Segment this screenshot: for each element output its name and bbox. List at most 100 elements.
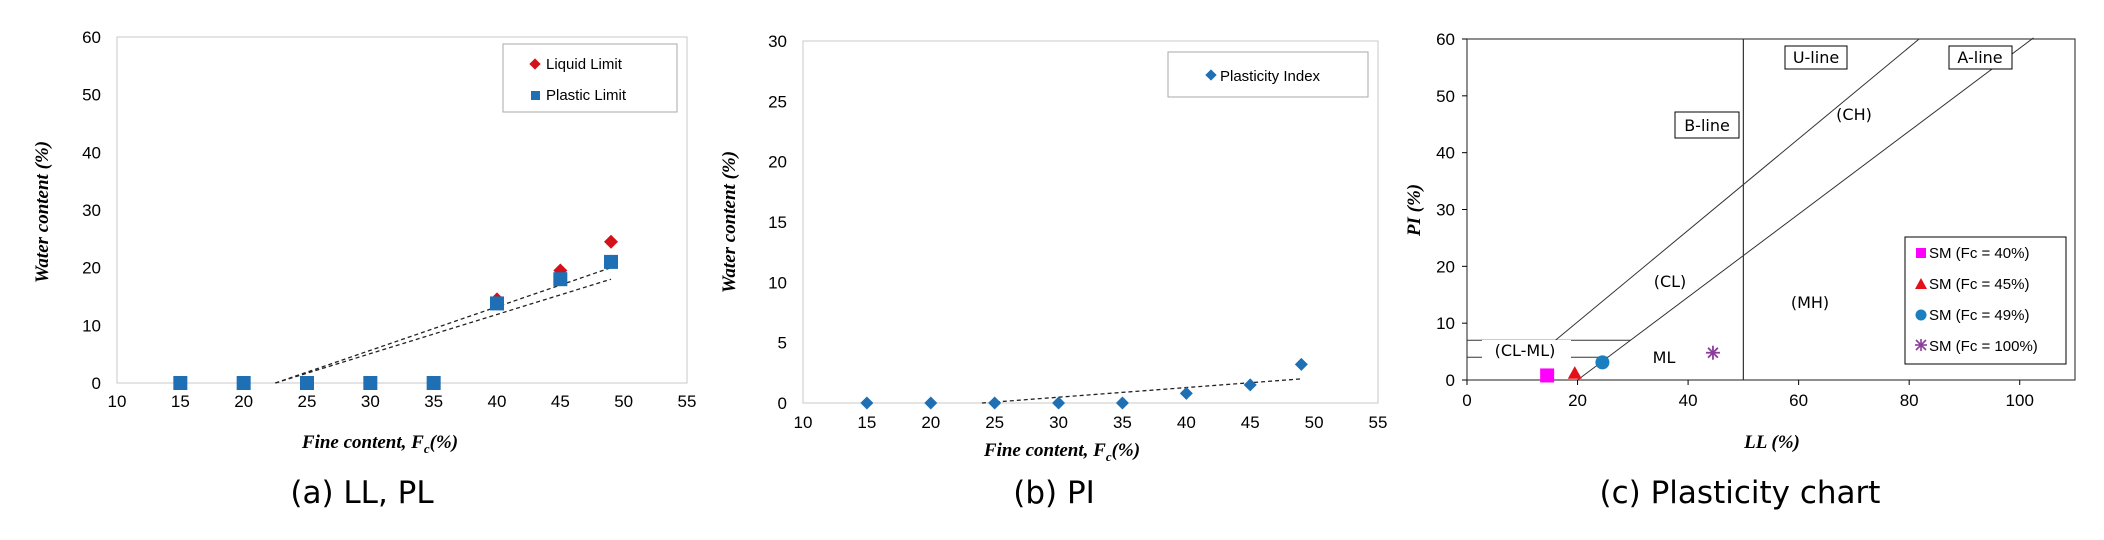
chart-a-x-axis-title: Fine content, Fc(%) <box>301 432 458 456</box>
chart-b-x-axis-title-sub: c <box>1106 449 1112 464</box>
chart-c-y-tick-label: 50 <box>1436 87 1455 106</box>
fc45-legend-marker <box>1915 278 1927 289</box>
chart-c-x-tick-label: 60 <box>1789 391 1808 410</box>
liquid-limit-point <box>604 234 618 249</box>
region-mh-label: (MH) <box>1791 293 1829 312</box>
chart-b: 0 5 10 15 20 25 30 10 15 20 25 30 35 40 45 50 55 Plasti… <box>719 32 1387 511</box>
fc49-point <box>1595 355 1610 370</box>
chart-a-x-tick-label: 25 <box>298 392 317 411</box>
chart-a-y-tick-label: 20 <box>82 259 101 278</box>
chart-b-y-tick-label: 0 <box>778 394 787 413</box>
chart-c-x-tick-label: 80 <box>1900 391 1919 410</box>
chart-a-x-tick-label: 30 <box>361 392 380 411</box>
svg-text:A-line: A-line <box>1957 48 2002 67</box>
a-line <box>1577 37 2034 381</box>
chart-b-y-tick-label: 25 <box>768 92 787 111</box>
plasticity-index-point <box>1052 396 1066 410</box>
chart-b-x-axis-title: Fine content, Fc(%) <box>983 440 1140 464</box>
fc45-legend-label: SM (Fc = 45%) <box>1929 276 2029 293</box>
fc40-legend-marker <box>1916 248 1926 258</box>
chart-a-x-tick-label: 45 <box>551 392 570 411</box>
fc45-point <box>1567 366 1582 379</box>
plastic-limit-point <box>300 376 314 390</box>
region-ml-label: ML <box>1653 348 1676 367</box>
plastic-limit-point <box>553 272 568 287</box>
chart-c-y-tick-label: 60 <box>1436 30 1455 49</box>
chart-c-y-tick-label: 30 <box>1436 201 1455 220</box>
chart-a-x-tick-label: 20 <box>234 392 253 411</box>
fc100-legend-marker <box>1915 339 1927 351</box>
plasticity-index-point <box>924 396 938 410</box>
plastic-limit-point <box>236 376 251 390</box>
chart-c-y-axis-title: PI (%) <box>1404 184 1425 237</box>
chart-c-x-tick-label: 100 <box>2006 391 2034 410</box>
chart-b-x-tick-label: 10 <box>794 413 813 432</box>
chart-c-x-tick-label: 40 <box>1679 391 1698 410</box>
plastic-limit-point <box>604 254 618 269</box>
a-line-label: A-line <box>1948 45 2013 70</box>
plasticity-index-point <box>1179 386 1193 400</box>
plastic-limit-point <box>490 296 504 311</box>
chart-a-legend: Liquid Limit Plastic Limit <box>502 43 678 113</box>
svg-text:B-line: B-line <box>1684 116 1730 135</box>
plasticity-index-point <box>1243 378 1257 392</box>
svg-text:U-line: U-line <box>1793 48 1839 67</box>
plasticity-index-point <box>860 396 874 410</box>
chart-a-x-axis-title-main: Fine content, F <box>301 432 424 453</box>
chart-a-y-tick-label: 50 <box>82 86 101 105</box>
chart-c-y-tick-label: 0 <box>1446 371 1455 390</box>
chart-c: 0 10 20 30 40 50 60 0 20 40 60 80 100 U-line A-line… <box>1404 30 2076 511</box>
chart-b-y-tick-label: 10 <box>768 273 787 292</box>
chart-b-x-tick-label: 25 <box>985 413 1004 432</box>
plastic-limit-point <box>173 376 188 390</box>
chart-b-x-tick-label: 35 <box>1113 413 1132 432</box>
chart-b-y-axis-title: Water content (%) <box>719 151 740 293</box>
plasticity-index-point <box>988 396 1002 410</box>
chart-b-x-tick-label: 40 <box>1177 413 1196 432</box>
fc49-legend-marker <box>1915 309 1927 321</box>
chart-c-caption: (c) Plasticity chart <box>1600 475 1881 511</box>
chart-a-x-tick-label: 35 <box>424 392 443 411</box>
chart-c-y-tick-label: 40 <box>1436 144 1455 163</box>
chart-b-y-tick-label: 30 <box>768 32 787 51</box>
chart-a-x-axis-title-sub: c <box>424 441 430 456</box>
chart-c-legend: SM (Fc = 40%) SM (Fc = 45%) SM (Fc = 49%… <box>1904 236 2067 365</box>
chart-b-x-tick-label: 30 <box>1049 413 1068 432</box>
chart-a-y-tick-label: 30 <box>82 201 101 220</box>
chart-b-plot-area <box>802 40 1379 404</box>
chart-b-x-tick-label: 45 <box>1241 413 1260 432</box>
chart-a-y-tick-label: 10 <box>82 316 101 335</box>
chart-a-x-tick-label: 55 <box>678 392 697 411</box>
chart-a-x-tick-label: 10 <box>108 392 127 411</box>
u-line-label: U-line <box>1784 45 1848 70</box>
fc49-legend-label: SM (Fc = 49%) <box>1929 307 2029 324</box>
chart-a-trendline <box>275 278 612 384</box>
region-cl-label: (CL) <box>1654 272 1687 291</box>
chart-b-y-tick-label: 20 <box>768 153 787 172</box>
chart-c-x-tick-label: 20 <box>1568 391 1587 410</box>
plasticity-index-point <box>1115 396 1129 410</box>
chart-a-x-tick-label: 50 <box>614 392 633 411</box>
fc100-point <box>1705 345 1720 360</box>
chart-a-y-tick-label: 40 <box>82 143 101 162</box>
chart-b-x-tick-label: 50 <box>1305 413 1324 432</box>
chart-a-x-axis-title-tail: (%) <box>430 432 458 453</box>
chart-a-trendline <box>275 267 612 384</box>
svg-text:(CL-ML): (CL-ML) <box>1495 341 1556 360</box>
chart-c-x-axis-title: LL (%) <box>1743 432 1800 453</box>
fc40-point <box>1540 368 1555 383</box>
chart-b-x-tick-label: 55 <box>1369 413 1388 432</box>
chart-b-y-tick-label: 5 <box>778 334 787 353</box>
chart-c-y-tick-label: 20 <box>1436 257 1455 276</box>
chart-a-x-tick-label: 40 <box>488 392 507 411</box>
fc100-legend-label: SM (Fc = 100%) <box>1929 338 2038 355</box>
fc40-legend-label: SM (Fc = 40%) <box>1929 245 2029 262</box>
chart-b-x-axis-title-tail: (%) <box>1112 440 1140 461</box>
chart-a: 0 10 20 30 40 50 60 10 15 20 25 30 35 40 45 50 55 Liqui… <box>32 28 696 511</box>
chart-a-y-tick-label: 0 <box>92 374 101 393</box>
region-ch-label: (CH) <box>1836 105 1872 124</box>
chart-b-x-tick-label: 15 <box>857 413 876 432</box>
b-line-label: B-line <box>1674 111 1740 139</box>
chart-c-x-tick-label: 0 <box>1462 391 1471 410</box>
